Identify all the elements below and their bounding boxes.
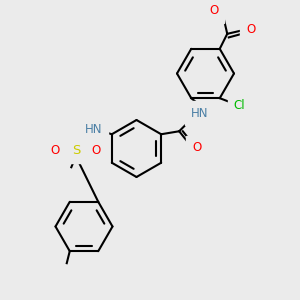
Text: Cl: Cl bbox=[233, 99, 245, 112]
Text: O: O bbox=[92, 144, 101, 157]
Text: O: O bbox=[51, 144, 60, 157]
Text: O: O bbox=[246, 23, 255, 36]
Text: HN: HN bbox=[190, 107, 208, 120]
Text: S: S bbox=[72, 144, 80, 157]
Text: O: O bbox=[209, 4, 218, 17]
Text: HN: HN bbox=[85, 123, 103, 136]
Text: O: O bbox=[192, 141, 201, 154]
